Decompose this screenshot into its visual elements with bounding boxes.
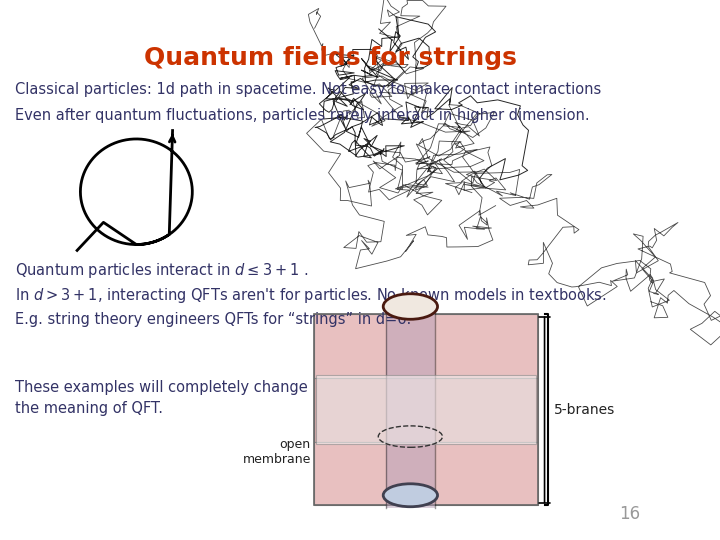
FancyBboxPatch shape	[314, 314, 538, 378]
FancyBboxPatch shape	[314, 378, 538, 442]
Text: Even after quantum fluctuations, particles rarely interact in higher dimension.: Even after quantum fluctuations, particl…	[14, 107, 589, 123]
FancyBboxPatch shape	[386, 312, 435, 508]
Text: the meaning of QFT.: the meaning of QFT.	[14, 401, 163, 416]
FancyBboxPatch shape	[314, 442, 538, 505]
Text: open
membrane: open membrane	[243, 438, 311, 466]
Text: 16: 16	[619, 505, 640, 523]
Text: These examples will completely change: These examples will completely change	[14, 381, 307, 395]
FancyBboxPatch shape	[316, 375, 536, 444]
Text: E.g. string theory engineers QFTs for “strings” in d=6.: E.g. string theory engineers QFTs for “s…	[14, 312, 411, 327]
Text: 5-branes: 5-branes	[554, 403, 616, 417]
Text: Quantum particles interact in $d \leq 3 + 1$ .: Quantum particles interact in $d \leq 3 …	[14, 261, 308, 280]
Ellipse shape	[383, 294, 438, 319]
Text: In $d > 3 + 1$, interacting QFTs aren't for particles. No known models in textbo: In $d > 3 + 1$, interacting QFTs aren't …	[14, 286, 606, 305]
Ellipse shape	[383, 484, 438, 507]
Text: Classical particles: 1d path in spacetime. Not easy to make contact interactions: Classical particles: 1d path in spacetim…	[14, 82, 600, 97]
Text: Quantum fields for strings: Quantum fields for strings	[144, 46, 517, 70]
